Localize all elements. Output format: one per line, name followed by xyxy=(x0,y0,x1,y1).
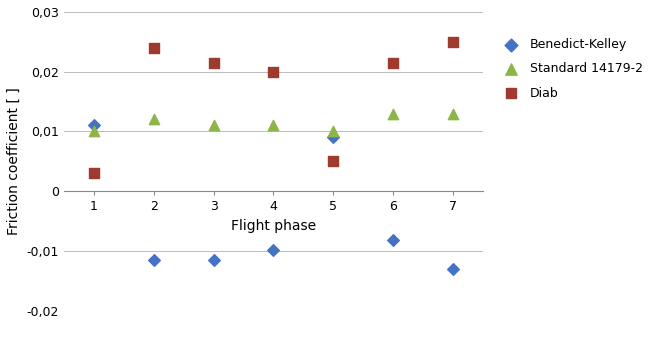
Diab xyxy=(268,69,278,74)
Benedict-Kelley xyxy=(388,237,399,243)
Benedict-Kelley xyxy=(89,122,99,128)
Standard 14179-2 xyxy=(388,111,399,116)
Standard 14179-2 xyxy=(268,122,278,128)
Benedict-Kelley xyxy=(268,247,278,252)
Standard 14179-2 xyxy=(208,122,219,128)
Benedict-Kelley xyxy=(208,257,219,263)
Standard 14179-2 xyxy=(148,116,159,122)
Benedict-Kelley xyxy=(328,134,339,140)
Diab xyxy=(328,158,339,164)
Standard 14179-2 xyxy=(448,111,458,116)
Y-axis label: Friction coefficient [ ]: Friction coefficient [ ] xyxy=(7,88,21,235)
Standard 14179-2 xyxy=(328,128,339,134)
Benedict-Kelley xyxy=(448,266,458,272)
Diab xyxy=(208,60,219,66)
X-axis label: Flight phase: Flight phase xyxy=(231,219,316,233)
Diab xyxy=(388,60,399,66)
Standard 14179-2 xyxy=(89,128,99,134)
Diab xyxy=(89,170,99,176)
Diab xyxy=(448,39,458,44)
Diab xyxy=(148,45,159,50)
Benedict-Kelley xyxy=(148,257,159,263)
Legend: Benedict-Kelley, Standard 14179-2, Diab: Benedict-Kelley, Standard 14179-2, Diab xyxy=(494,33,648,104)
